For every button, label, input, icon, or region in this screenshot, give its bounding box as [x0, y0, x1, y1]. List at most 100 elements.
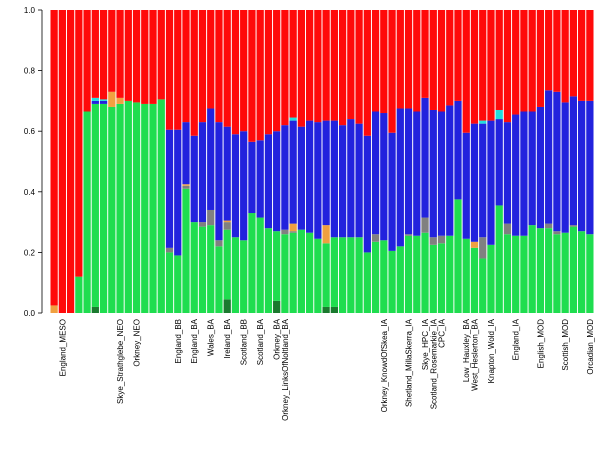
- bar-segment-blue: [190, 135, 198, 223]
- bar-segment-cyan: [495, 109, 503, 120]
- bar-segment-red: [355, 10, 363, 124]
- bar-32: [306, 10, 314, 313]
- bar-segment-blue: [330, 120, 338, 238]
- bar-segment-green: [132, 102, 141, 313]
- bar-segment-green: [231, 237, 240, 313]
- bar-segment-green: [207, 225, 215, 313]
- bar-segment-red: [330, 10, 338, 121]
- bar-segment-green: [174, 255, 182, 313]
- bar-segment-green: [454, 199, 462, 313]
- bar-12: [141, 10, 149, 314]
- bar-segment-blue: [487, 120, 495, 245]
- bar-segment-blue: [174, 129, 182, 256]
- bar-55: [495, 10, 503, 313]
- bar-segment-green: [141, 103, 149, 314]
- bar-34: [322, 10, 330, 313]
- bar-segment-blue: [281, 125, 289, 230]
- bar-segment-orange: [223, 220, 231, 223]
- bar-10: [124, 10, 132, 314]
- bar-segment-green: [91, 103, 99, 307]
- bar-65: [578, 10, 586, 313]
- category-label: CPC_IA: [438, 318, 447, 348]
- bar-segment-red: [198, 10, 207, 123]
- bar-46: [421, 10, 429, 313]
- bar-23: [231, 10, 240, 313]
- bar-segment-red: [165, 10, 174, 130]
- bar-43: [396, 10, 404, 313]
- bar-segment-blue: [536, 106, 545, 229]
- bar-52: [470, 10, 479, 313]
- bar-segment-green: [281, 234, 289, 313]
- y-tick-label: 0.4: [24, 188, 36, 197]
- bar-segment-blue: [503, 122, 512, 224]
- bar-1: [50, 10, 58, 313]
- bar-segment-green: [429, 244, 437, 313]
- category-label: Orkney_NEO: [133, 319, 142, 367]
- bar-15: [165, 10, 174, 313]
- bar-segment-gray: [215, 240, 223, 247]
- bar-segment-red: [454, 10, 462, 101]
- bar-segment-red: [248, 10, 256, 142]
- bar-segment-gray: [223, 222, 231, 230]
- category-label: Scotland_BB: [240, 319, 249, 365]
- category-label: England_IA: [512, 318, 521, 360]
- bar-segment-red: [182, 10, 190, 123]
- bar-segment-blue: [338, 125, 347, 238]
- bar-segment-blue: [561, 102, 569, 233]
- bar-segment-blue: [240, 131, 248, 241]
- bar-segment-red: [380, 10, 388, 114]
- bar-segment-blue: [248, 141, 256, 214]
- bar-segment-green: [553, 234, 561, 313]
- category-label: Orkney_LinksOfNoltland_BA: [281, 318, 290, 420]
- bar-segment-green: [165, 252, 174, 313]
- category-label: Orcadian_MOD: [586, 319, 595, 375]
- bar-segment-red: [66, 10, 75, 313]
- bar-segment-blue: [231, 134, 240, 238]
- bar-7: [99, 10, 108, 314]
- y-tick-label: 1.0: [24, 6, 36, 15]
- bar-64: [569, 10, 578, 313]
- bar-segment-blue: [437, 111, 446, 236]
- bar-segment-blue: [586, 100, 594, 235]
- bar-segment-red: [215, 10, 223, 123]
- bar-segment-green: [536, 228, 545, 313]
- bar-segment-blue: [396, 108, 404, 247]
- bar-segment-green: [388, 250, 396, 313]
- bar-segment-blue: [273, 131, 281, 232]
- bar-segment-gray: [165, 247, 174, 253]
- bar-segment-red: [578, 10, 586, 101]
- bar-segment-gray: [207, 209, 215, 226]
- bar-segment-red: [528, 10, 536, 112]
- bar-8: [108, 10, 116, 314]
- bar-segment-green: [182, 188, 190, 313]
- bar-segment-gray: [553, 231, 561, 235]
- bar-segment-red: [520, 10, 528, 112]
- bar-segment-red: [545, 10, 553, 91]
- bar-segment-green: [561, 232, 569, 313]
- bar-segment-blue: [413, 111, 421, 236]
- bar-segment-green: [479, 258, 487, 313]
- bar-segment-green: [314, 238, 322, 313]
- bar-segment-red: [281, 10, 289, 126]
- bar-segment-gray: [182, 185, 190, 189]
- bar-segment-blue: [388, 132, 396, 251]
- bar-18: [190, 10, 198, 313]
- bar-segment-green: [240, 240, 248, 313]
- bar-segment-red: [264, 10, 273, 135]
- bar-segment-red: [338, 10, 347, 126]
- category-label: Skye_HPC_IA: [421, 318, 430, 370]
- bar-segment-red: [536, 10, 545, 107]
- bar-segment-green: [83, 111, 91, 313]
- bar-segment-green: [149, 103, 157, 314]
- bar-segment-orange: [116, 97, 124, 104]
- bar-segment-green: [190, 222, 198, 313]
- category-label: West_Heslerton_BA: [470, 318, 479, 391]
- bar-29: [281, 10, 289, 313]
- bar-segment-blue: [91, 100, 99, 104]
- bar-segment-orange: [108, 91, 116, 107]
- bar-segment-green: [470, 247, 479, 313]
- bar-segment-blue: [363, 135, 371, 253]
- bar-segment-red: [273, 10, 281, 132]
- bar-segment-cyan: [289, 117, 297, 121]
- bar-segment-red: [495, 10, 503, 110]
